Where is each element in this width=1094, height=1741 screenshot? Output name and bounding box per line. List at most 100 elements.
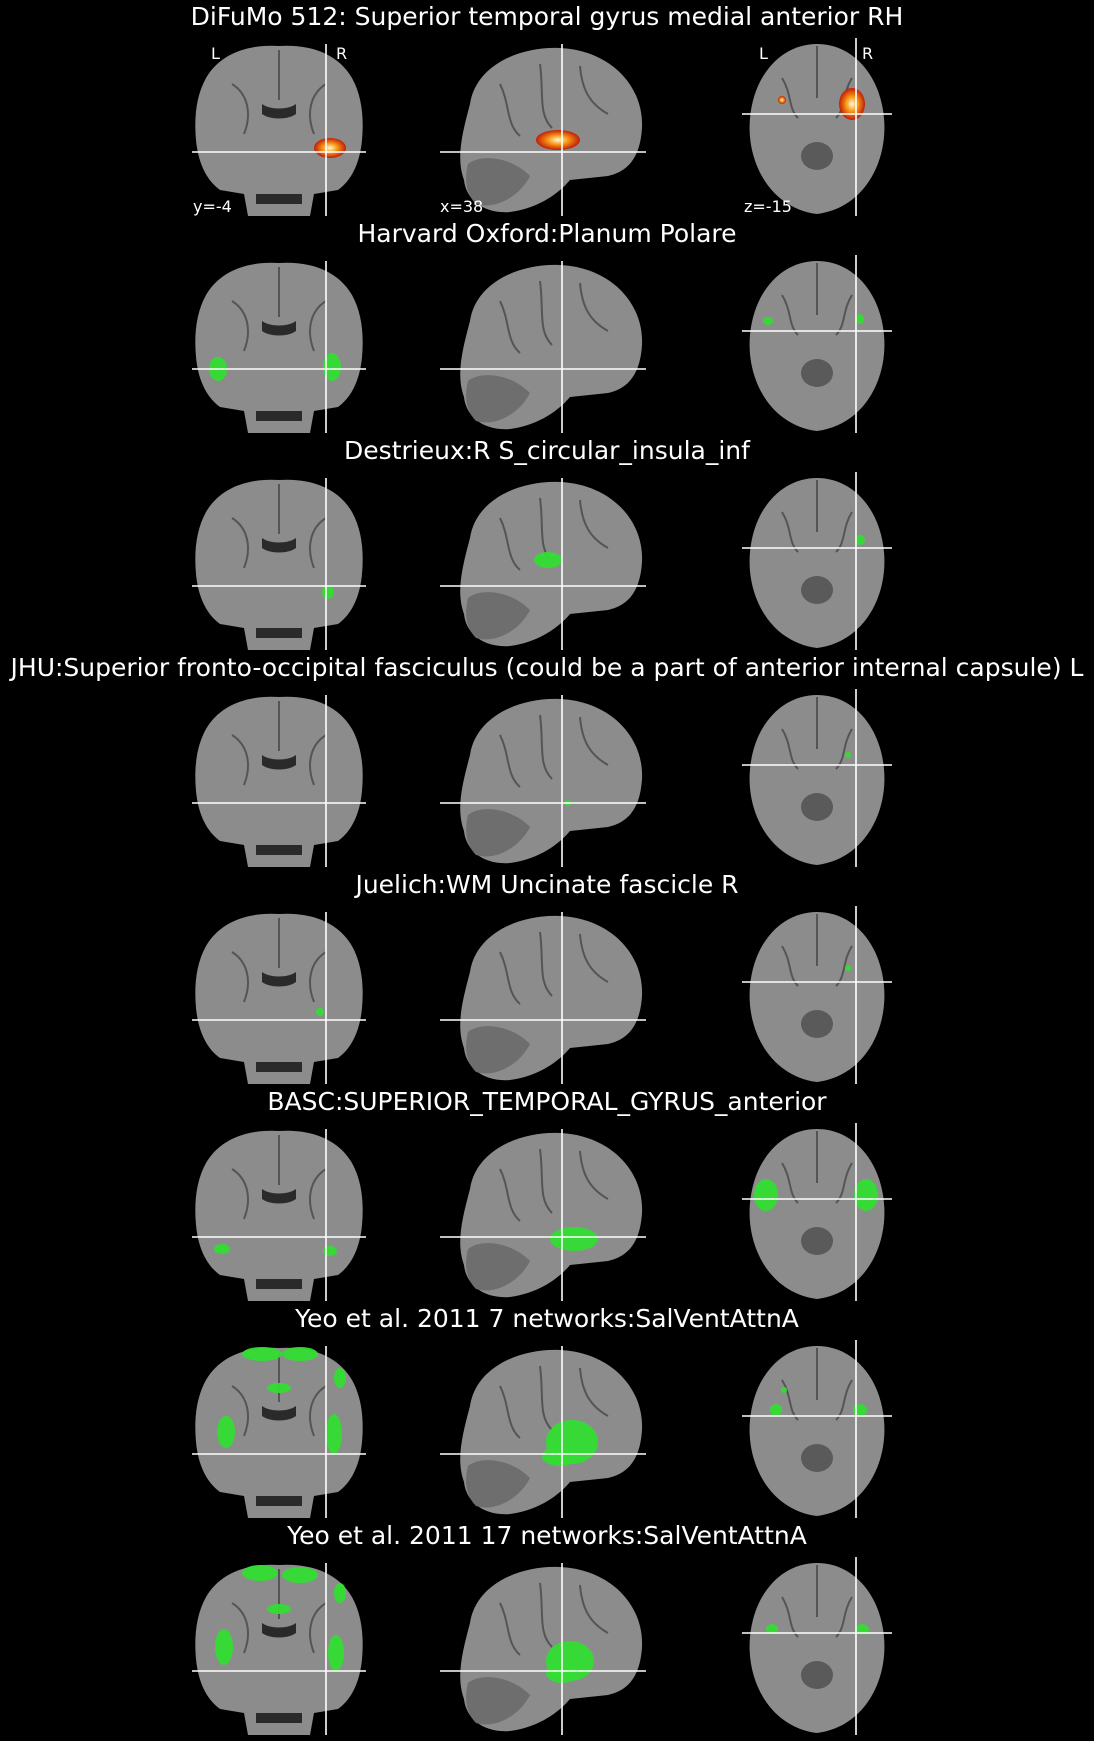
cerebellar-gap [256, 411, 302, 421]
cerebellum [466, 1460, 530, 1508]
cerebellum [466, 809, 530, 857]
axial-brain-slice [749, 1129, 885, 1299]
activation-blob [314, 138, 346, 158]
sulcus-lines [499, 1365, 609, 1439]
sulcus-lines [231, 484, 327, 569]
brainstem [801, 142, 833, 170]
sulcus-lines [231, 1352, 327, 1437]
panel-title: Destrieux:R S_circular_insula_inf [344, 436, 750, 465]
coronal-view [192, 1346, 366, 1518]
atlas-region-blob [282, 1567, 318, 1583]
atlas-region-blob [534, 552, 562, 568]
brainstem [801, 1661, 833, 1689]
atlas-region-blob [214, 1244, 230, 1254]
atlas-panel: DiFuMo 512: Superior temporal gyrus medi… [0, 0, 1094, 216]
atlas-region-blob [854, 1179, 878, 1211]
atlas-region-blob [328, 1635, 344, 1671]
activation-blob [778, 96, 786, 104]
sulcus-lines [499, 1148, 609, 1222]
cerebellar-gap [256, 1713, 302, 1723]
atlas-panel: Destrieux:R S_circular_insula_inf [0, 434, 1094, 650]
panel-title: DiFuMo 512: Superior temporal gyrus medi… [190, 2, 904, 31]
cerebellar-gap [256, 628, 302, 638]
axial-brain-slice [749, 912, 885, 1082]
coronal-view [192, 695, 366, 867]
atlas-region-blob [316, 1008, 324, 1016]
brainstem [801, 1010, 833, 1038]
panel-title: BASC:SUPERIOR_TEMPORAL_GYRUS_anterior [267, 1087, 827, 1116]
sagittal-view [440, 261, 646, 433]
sagittal-view [440, 1563, 646, 1735]
atlas-panel: Juelich:WM Uncinate fascicle R [0, 868, 1094, 1084]
ventricle [262, 538, 296, 553]
sagittal-coordinate-label: x=38 [440, 197, 484, 216]
atlas-region-blob [766, 1624, 778, 1634]
atlas-panel: BASC:SUPERIOR_TEMPORAL_GYRUS_anterior [0, 1085, 1094, 1301]
sagittal-view [440, 1346, 646, 1518]
axial-brain-slice [749, 44, 885, 214]
ventricle [262, 321, 296, 336]
axial-brain-slice [749, 478, 885, 648]
left-orientation-label: L [759, 44, 768, 63]
ventricle [262, 104, 296, 119]
atlas-region-blob [242, 1347, 282, 1361]
atlas-region-blob [242, 1565, 278, 1581]
atlas-panel: Yeo et al. 2011 7 networks:SalVentAttnA [0, 1302, 1094, 1518]
coronal-view [192, 912, 366, 1084]
ventricle [262, 1623, 296, 1638]
axial-view [742, 906, 892, 1084]
atlas-region-blob [215, 1629, 233, 1665]
ventricle [262, 1189, 296, 1204]
left-orientation-label: L [211, 44, 220, 63]
coronal-view [192, 1563, 366, 1735]
panel-title: JHU:Superior fronto-occipital fasciculus… [10, 653, 1084, 682]
cerebellum [466, 1243, 530, 1291]
ventricle [262, 972, 296, 987]
atlas-region-blob [322, 585, 334, 599]
ventricle [262, 755, 296, 770]
sulcus-lines [231, 701, 327, 786]
coronal-view [192, 261, 366, 433]
atlas-region-blob [282, 1347, 318, 1361]
atlas-region-blob [550, 1227, 598, 1251]
cerebellar-gap [256, 1062, 302, 1072]
sulcus-lines [231, 918, 327, 1003]
sulcus-lines [781, 697, 853, 770]
atlas-region-blob [855, 1624, 869, 1634]
ventricle [262, 1406, 296, 1421]
atlas-region-blob [323, 1246, 337, 1256]
sulcus-lines [499, 63, 609, 137]
sulcus-lines [781, 1565, 853, 1638]
axial-view [742, 1557, 892, 1735]
axial-brain-slice [749, 1563, 885, 1733]
atlas-region-blob [267, 1604, 291, 1614]
coronal-view [192, 1129, 366, 1301]
cerebellum [466, 592, 530, 640]
brainstem [801, 359, 833, 387]
cerebellar-gap [256, 845, 302, 855]
activation-blob [536, 130, 580, 150]
axial-view [742, 689, 892, 867]
cerebellum [466, 158, 530, 206]
sulcus-lines [781, 914, 853, 987]
axial-brain-slice [749, 695, 885, 865]
atlas-region-blob [754, 1179, 778, 1211]
coronal-view [192, 44, 366, 216]
cerebellum [466, 1677, 530, 1725]
cerebellum [466, 1026, 530, 1074]
sulcus-lines [231, 267, 327, 352]
axial-coordinate-label: z=-15 [744, 197, 792, 216]
axial-view [742, 472, 892, 650]
coronal-view [192, 478, 366, 650]
axial-view [742, 1123, 892, 1301]
panel-title: Harvard Oxford:Planum Polare [357, 219, 737, 248]
sulcus-lines [231, 1135, 327, 1220]
sulcus-lines [231, 50, 327, 135]
sulcus-lines [781, 1348, 853, 1421]
panel-title: Juelich:WM Uncinate fascicle R [355, 870, 739, 899]
atlas-panel: Yeo et al. 2011 17 networks:SalVentAttnA [0, 1519, 1094, 1735]
axial-view [742, 255, 892, 433]
coronal-coordinate-label: y=-4 [193, 197, 232, 216]
right-orientation-label: R [336, 44, 348, 63]
brainstem [801, 793, 833, 821]
